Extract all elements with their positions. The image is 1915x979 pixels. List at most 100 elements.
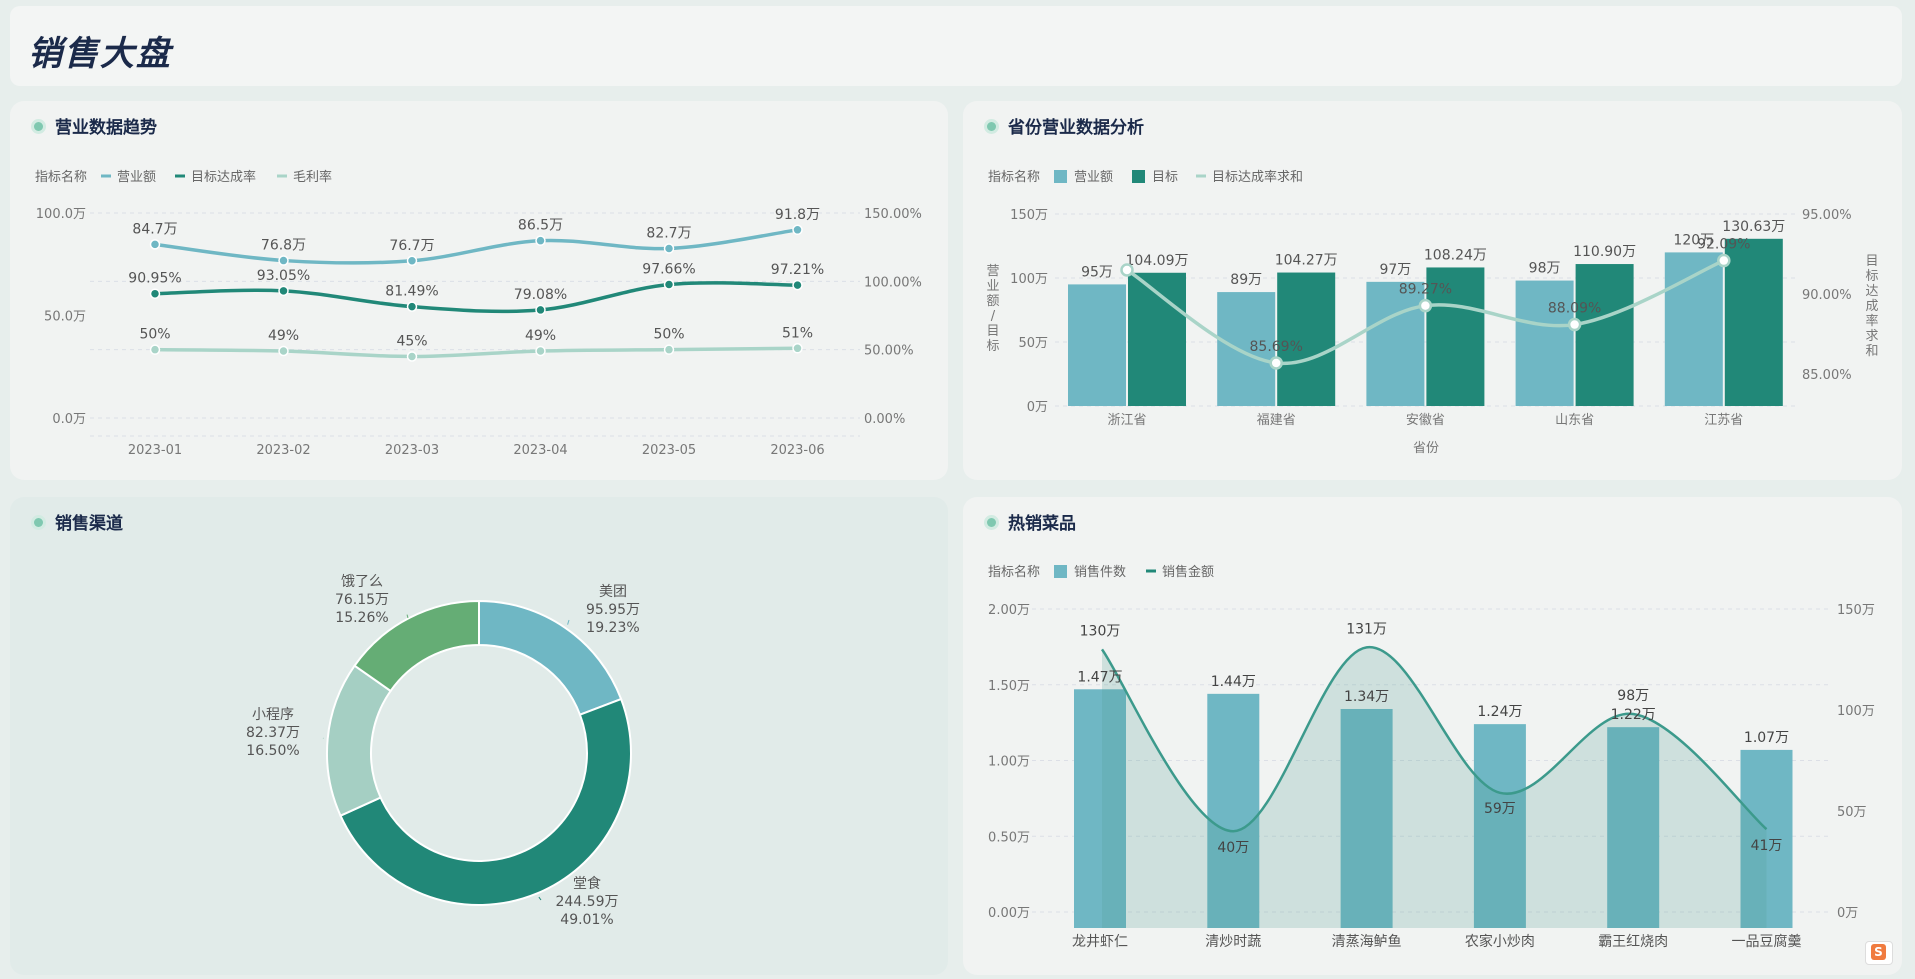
donut-slice — [326, 664, 392, 817]
trend-data-label: 93.05% — [257, 268, 310, 284]
dishes-legend-title: 指标名称 — [988, 564, 1040, 580]
panel-trend: 营业数据趋势 — [10, 101, 948, 480]
trend-legend-label: 毛利率 — [293, 169, 332, 185]
dishes-area-fill — [1102, 647, 1767, 928]
province-x-tick: 浙江省 — [1107, 413, 1146, 428]
dishes-area-label: 98万 — [1617, 688, 1649, 704]
province-rate-point — [1418, 298, 1433, 313]
trend-point — [663, 279, 675, 290]
app-badge[interactable]: S — [1865, 941, 1893, 965]
donut-label-value: 76.15万 — [335, 592, 389, 608]
trend-data-label: 76.8万 — [261, 238, 306, 254]
province-y-tick: 50万 — [1018, 336, 1048, 351]
bullet-icon — [987, 121, 996, 131]
trend-x-tick: 2023-06 — [770, 443, 824, 458]
dishes-y2-tick: 150万 — [1837, 603, 1875, 618]
dishes-bar — [1740, 749, 1793, 928]
dishes-legend-label: 销售件数 — [1074, 564, 1126, 580]
donut-label-name: 小程序 — [252, 707, 294, 723]
province-y-axis-label: 营 — [986, 264, 999, 279]
trend-data-label: 97.21% — [771, 262, 824, 278]
trend-data-label: 50% — [139, 327, 170, 343]
province-bar-label: 104.27万 — [1275, 253, 1338, 269]
province-legend-swatch — [1132, 170, 1145, 183]
province-rate-point — [1717, 253, 1731, 268]
province-bar — [1366, 281, 1425, 406]
province-bar — [1724, 238, 1783, 406]
province-y-axis-label: 标 — [986, 339, 999, 354]
province-rate-label: 89.27% — [1399, 282, 1452, 298]
trend-data-label: 49% — [525, 328, 556, 344]
page-title: 销售大盘 — [28, 34, 172, 74]
trend-x-tick: 2023-05 — [642, 443, 696, 458]
province-bar-label: 104.09万 — [1126, 253, 1189, 269]
trend-data-label: 97.66% — [642, 262, 695, 278]
province-rate-point — [1567, 317, 1582, 332]
province-y2-tick: 95.00% — [1802, 208, 1852, 223]
province-y-tick: 0万 — [1027, 400, 1048, 415]
province-y-axis-label: 业 — [986, 279, 999, 294]
province-y-tick: 150万 — [1010, 208, 1048, 223]
province-bar-label: 98万 — [1529, 261, 1561, 277]
donut-leader-line — [567, 619, 570, 625]
province-y2-axis-label: 成 — [1865, 299, 1878, 314]
donut-slice — [339, 697, 632, 906]
trend-point — [535, 345, 546, 357]
donut-label-name: 堂食 — [573, 875, 601, 892]
province-bar — [1068, 284, 1126, 406]
province-x-tick: 山东省 — [1555, 413, 1594, 428]
donut-label-value: 244.59万 — [556, 894, 619, 910]
donut-label-percent: 19.23% — [586, 620, 639, 636]
trend-y-tick: 0.0万 — [52, 412, 86, 427]
province-y2-axis-label: 和 — [1865, 344, 1878, 359]
trend-point — [535, 235, 546, 246]
dishes-bar-label: 1.34万 — [1344, 689, 1389, 705]
province-x-axis-label: 省份 — [1413, 441, 1439, 456]
panel-title-trend: 营业数据趋势 — [34, 113, 157, 138]
trend-series-line — [154, 281, 798, 314]
province-y2-axis-label: 达 — [1865, 284, 1878, 299]
trend-point — [149, 239, 161, 250]
trend-point — [535, 304, 546, 316]
trend-data-label: 45% — [396, 334, 427, 350]
province-y2-tick: 90.00% — [1802, 288, 1852, 303]
trend-data-label: 86.5万 — [518, 218, 563, 234]
bullet-icon — [34, 121, 43, 131]
province-y2-tick: 85.00% — [1802, 368, 1852, 383]
trend-point — [149, 288, 161, 299]
panel-title-dishes: 热销菜品 — [987, 509, 1076, 534]
trend-y2-tick: 0.00% — [864, 412, 905, 427]
trend-x-tick: 2023-04 — [513, 443, 567, 458]
province-rate-label: 88.09% — [1548, 301, 1601, 317]
trend-point — [663, 344, 675, 355]
donut-leader-line — [538, 896, 542, 901]
province-bar — [1575, 264, 1634, 406]
province-bar — [1664, 252, 1723, 406]
province-legend-swatch — [1054, 170, 1067, 183]
province-rate-label: 92.09% — [1697, 237, 1750, 253]
dishes-y-tick: 2.00万 — [988, 603, 1030, 618]
trend-series-line — [154, 346, 798, 359]
panel-title-province: 省份营业数据分析 — [987, 113, 1144, 138]
province-bar-label: 120万 — [1673, 232, 1714, 248]
trend-x-tick: 2023-01 — [128, 443, 182, 458]
dishes-bar — [1207, 693, 1260, 928]
trend-point — [792, 224, 803, 236]
trend-legend-label: 营业额 — [117, 170, 156, 185]
donut-slice — [353, 599, 480, 693]
panel-title-text: 营业数据趋势 — [55, 118, 157, 138]
trend-data-label: 81.49% — [385, 284, 438, 300]
trend-data-label: 82.7万 — [646, 225, 691, 241]
s-logo-icon: S — [1871, 944, 1886, 960]
dishes-y-tick: 1.50万 — [988, 679, 1030, 694]
donut-label-percent: 49.01% — [560, 912, 613, 928]
province-x-tick: 福建省 — [1257, 413, 1296, 428]
dishes-bar-label: 1.47万 — [1077, 669, 1122, 685]
panel-title-text: 热销菜品 — [1008, 514, 1076, 534]
dishes-y2-tick: 100万 — [1837, 704, 1875, 719]
dishes-bar — [1074, 689, 1126, 928]
province-legend-title: 指标名称 — [988, 169, 1040, 185]
province-y-axis-label: 额 — [986, 294, 999, 309]
dishes-legend-swatch — [1054, 565, 1067, 578]
dishes-y2-tick: 0万 — [1837, 906, 1858, 921]
